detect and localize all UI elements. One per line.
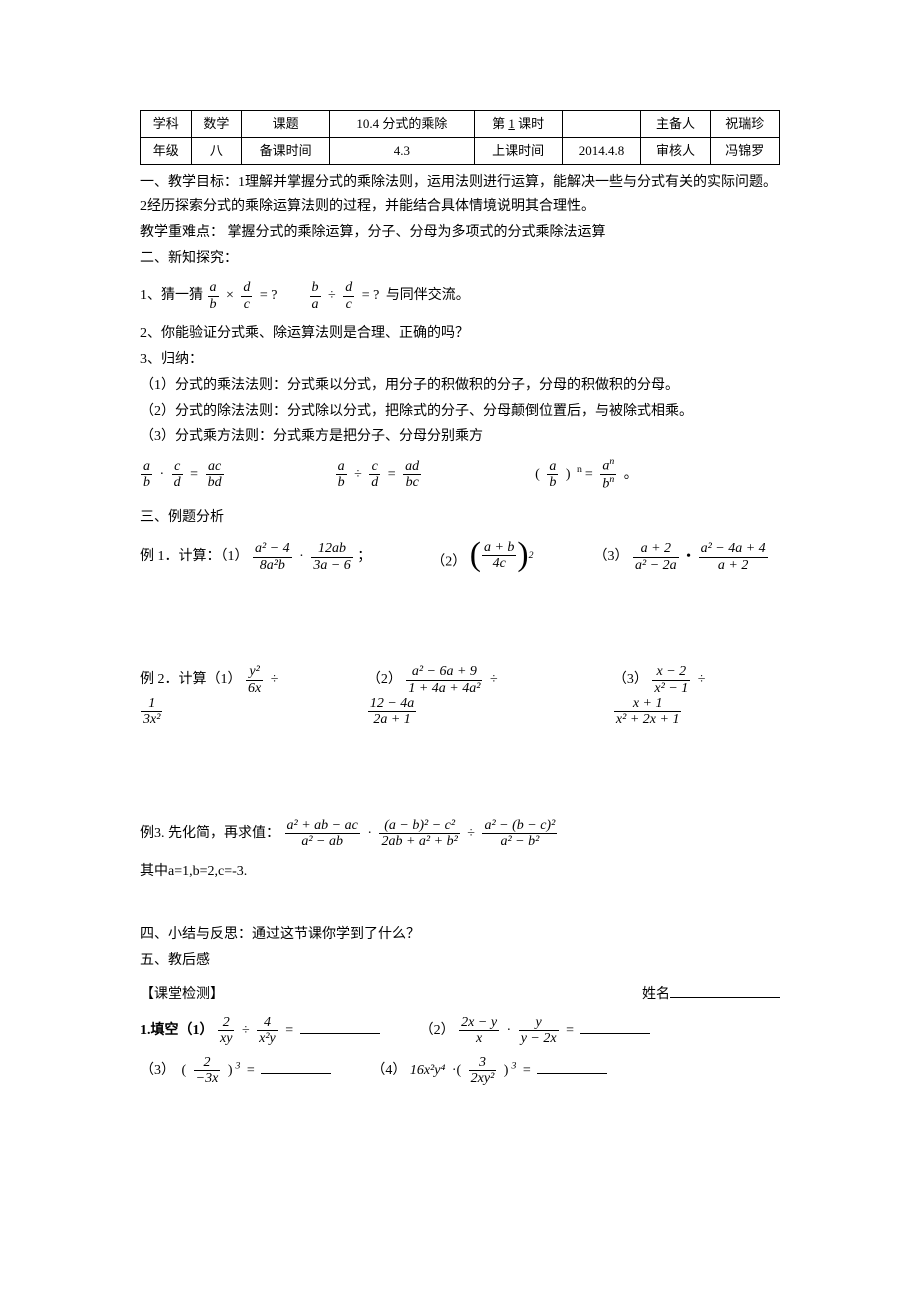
section-4: 四、小结与反思：通过这节课你学到了什么？ [140,923,780,947]
ex2-p2: （2） [367,672,402,687]
rule2: （2）分式的除法法则：分式除以分式，把除式的分子、分母颠倒位置后，与被除式相乘。 [140,400,780,424]
cell: 上课时间 [474,138,562,165]
example-3: 例3. 先化简，再求值： a² + ab − aca² − ab · (a − … [140,818,780,850]
cell: 第 1 课时 [474,111,562,138]
fill-row-1: 1.填空（1） 2xy ÷ 4x²y = （2） 2x − yx · yy − … [140,1015,780,1047]
ex1-label: 例 1．计算：（1） [140,549,249,564]
cell: 课题 [242,111,330,138]
cell: 八 [191,138,242,165]
section-3-heading: 三、例题分析 [140,506,780,530]
section-2-heading: 二、新知探究： [140,247,780,271]
example-1: 例 1．计算：（1） a² − 48a²b · 12ab3a − 6 ； （2）… [140,540,780,574]
cell: 备课时间 [242,138,330,165]
q2: 2、你能验证分式乘、除运算法则是合理、正确的吗？ [140,322,780,346]
cell: 审核人 [641,138,710,165]
difficulty: 教学重难点： 掌握分式的乘除运算，分子、分母为多项式的分式乘除法运算 [140,221,780,245]
ex2-p3: （3） [613,672,648,687]
fill-p3: （3） [140,1063,175,1078]
ex3-where: 其中a=1,b=2,c=-3. [140,860,780,884]
cell: 年级 [141,138,192,165]
cell: 数学 [191,111,242,138]
cell: 10.4 分式的乘除 [330,111,474,138]
name-field: 姓名 [642,983,780,1007]
cell: 祝瑞珍 [710,111,779,138]
cell: 冯锦罗 [710,138,779,165]
guess-label: 1、猜一猜 [140,288,203,303]
fill-p4: （4） [371,1063,406,1078]
classroom-test-heading: 【课堂检测】 [140,983,224,1007]
lesson-header-table: 学科 数学 课题 10.4 分式的乘除 第 1 课时 主备人 祝瑞珍 年级 八 … [140,110,780,165]
ex1-p3: （3） [594,549,629,564]
cell [562,111,641,138]
ex3-label: 例3. 先化简，再求值： [140,826,280,841]
teaching-goal: 一、教学目标：1理解并掌握分式的乘除法则，运用法则进行运算，能解决一些与分式有关… [140,171,780,219]
cell: 4.3 [330,138,474,165]
cell: 学科 [141,111,192,138]
cell: 主备人 [641,111,710,138]
q3: 3、归纳： [140,348,780,372]
rule3: （3）分式乘方法则：分式乘方是把分子、分母分别乘方 [140,425,780,449]
guess-row: 1、猜一猜 ab × dc = ? ba ÷ dc = ? 与同伴交流。 [140,280,780,312]
cell: 2014.4.8 [562,138,641,165]
guess-tail: 与同伴交流。 [386,288,470,303]
example-2: 例 2．计算（1） y²6x ÷ 13x² （2） a² − 6a + 91 +… [140,664,780,728]
formula-row: ab · cd = acbd ab ÷ cd = adbc ( ab ) n= … [140,457,780,492]
ex1-p2: （2） [431,554,466,569]
fill-row-2: （3） ( 2−3x )3 = （4） 16x²y⁴ ·( 32xy² )3 = [140,1055,780,1087]
fill-label: 1.填空（1） [140,1023,214,1038]
fill-p2: （2） [420,1023,455,1038]
rule1: （1）分式的乘法法则：分式乘以分式，用分子的积做积的分子，分母的积做积的分母。 [140,374,780,398]
section-5: 五、教后感 [140,949,780,973]
ex2-label: 例 2．计算（1） [140,672,242,687]
